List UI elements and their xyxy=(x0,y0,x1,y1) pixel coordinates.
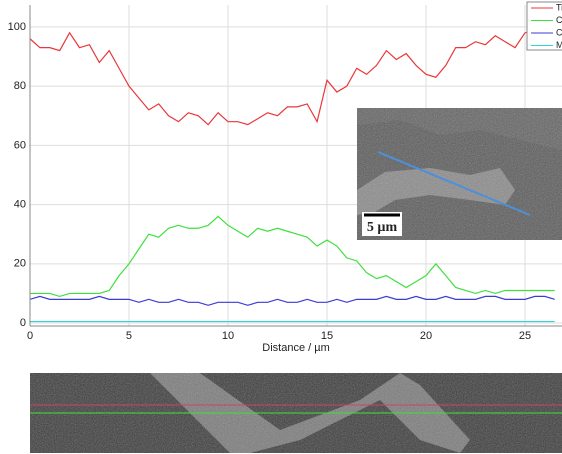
x-axis-label: Distance / µm xyxy=(262,342,329,354)
x-tick-label: 25 xyxy=(519,330,531,342)
x-tick-label: 20 xyxy=(420,330,432,342)
legend: Ti Co Cr Mo xyxy=(526,1,562,51)
legend-label: Cr xyxy=(556,27,562,37)
series-line xyxy=(30,29,555,126)
y-tick-label: 100 xyxy=(8,21,26,33)
y-tick-label: 20 xyxy=(14,258,26,270)
line-scan-image xyxy=(30,373,562,453)
legend-label: Mo xyxy=(556,40,562,50)
y-tick-label: 60 xyxy=(14,139,26,151)
legend-label: Ti xyxy=(556,2,562,12)
inset-image: 5 µm xyxy=(357,108,562,240)
series-line xyxy=(30,295,555,306)
y-tick-label: 80 xyxy=(14,80,26,92)
scale-bar-label: 5 µm xyxy=(367,220,398,235)
y-tick-label: 40 xyxy=(14,198,26,210)
y-tick-label: 0 xyxy=(20,317,26,329)
x-tick-label: 5 xyxy=(126,330,132,342)
lines xyxy=(30,29,555,323)
x-tick-label: 10 xyxy=(222,330,234,342)
x-tick-label: 0 xyxy=(27,330,33,342)
grid xyxy=(29,5,562,326)
x-tick-label: 15 xyxy=(321,330,333,342)
legend-label: Co xyxy=(556,15,562,25)
series-line xyxy=(30,215,555,298)
